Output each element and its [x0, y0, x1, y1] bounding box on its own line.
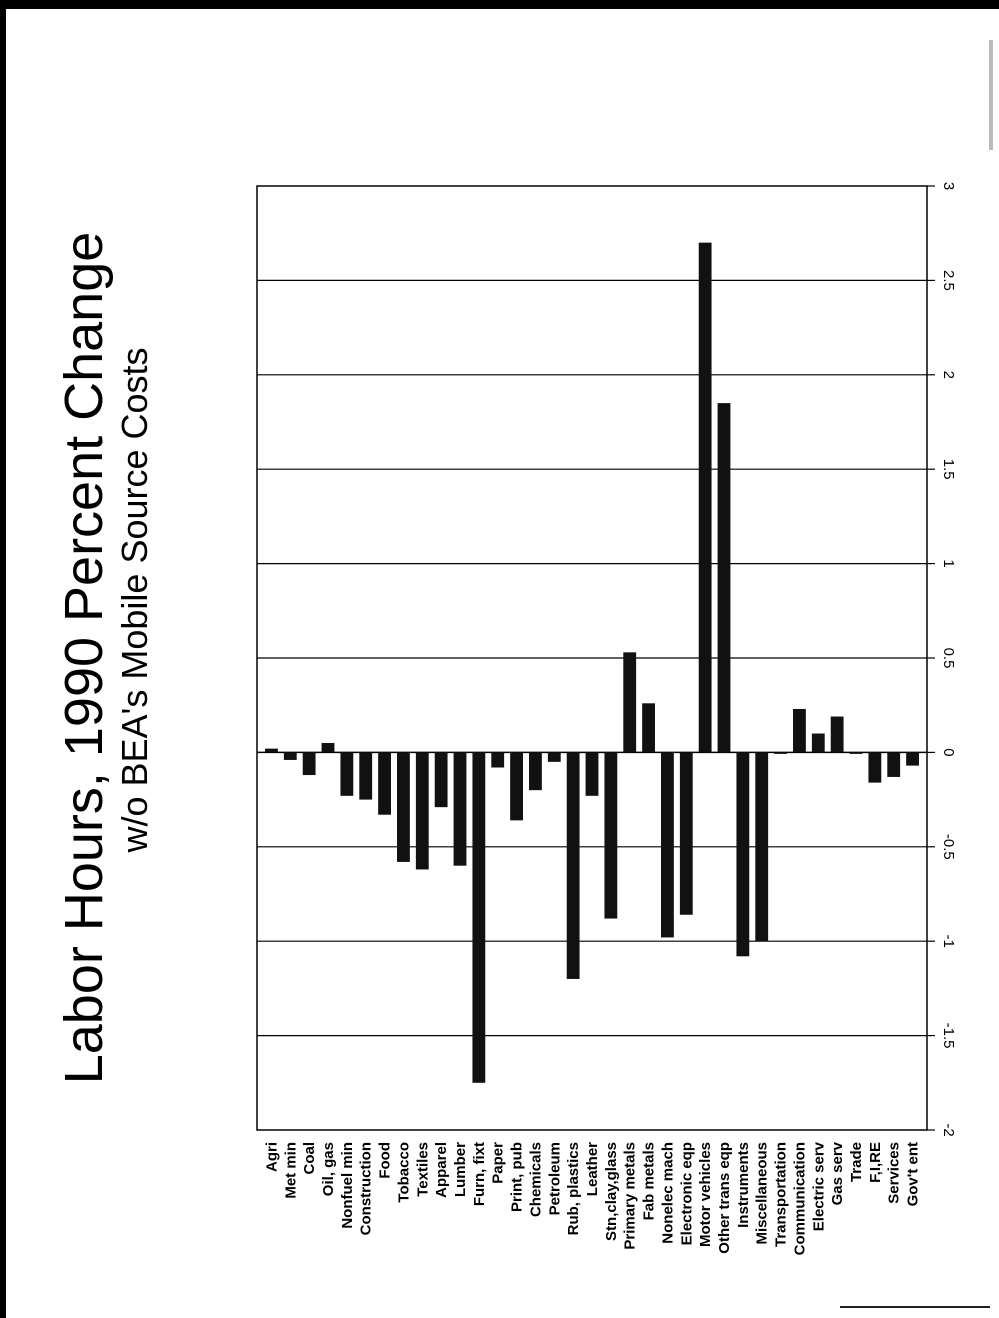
category-labels: Agri Met min Coal Oil, gas Nonfuel min Constr…	[263, 1141, 921, 1255]
category-label: Trade	[848, 1142, 865, 1182]
bar	[642, 703, 655, 753]
bar	[415, 752, 429, 870]
bottom-edge-rule	[840, 1306, 990, 1308]
category-label: Miscellaneous	[754, 1142, 771, 1245]
bar	[868, 752, 882, 783]
bar	[736, 752, 750, 957]
left-border-rule	[0, 0, 6, 1318]
bar	[283, 752, 297, 760]
category-label: Print, pub	[509, 1142, 526, 1212]
category-label: Motor vehicles	[697, 1142, 714, 1247]
bar	[529, 752, 542, 791]
bar	[661, 752, 674, 938]
bar	[491, 752, 505, 768]
category-label: Apparel	[433, 1142, 450, 1198]
right-edge-mark	[989, 40, 993, 150]
bar	[378, 752, 391, 815]
bar	[793, 708, 806, 753]
category-label: Oil, gas	[320, 1142, 337, 1196]
bar	[849, 752, 863, 754]
bar	[906, 752, 919, 766]
tick-label: 3	[940, 182, 957, 190]
bar	[585, 752, 599, 796]
top-border-rule	[0, 0, 999, 9]
category-label: Primary metals	[622, 1142, 639, 1250]
bar	[359, 752, 373, 800]
category-label: Food	[377, 1142, 394, 1179]
tick-label: -1	[940, 935, 957, 948]
category-label: Gov't ent	[905, 1142, 922, 1206]
tick-label: -0.5	[940, 834, 957, 860]
category-label: Electronic eqp	[678, 1142, 695, 1245]
bar	[453, 752, 467, 866]
bar	[887, 752, 901, 777]
bar	[547, 752, 561, 762]
bar	[434, 752, 448, 808]
bar	[340, 752, 354, 796]
bars	[265, 242, 919, 1083]
bar	[321, 742, 335, 753]
category-label: Nonelec mach	[659, 1142, 676, 1244]
bar	[302, 752, 316, 776]
bar	[566, 752, 580, 979]
category-label: Nonfuel min	[339, 1142, 356, 1229]
bar	[397, 752, 410, 862]
tick-label: 0.5	[940, 648, 957, 669]
bar	[679, 752, 693, 915]
tick-label: -2	[940, 1123, 957, 1136]
value-ticks: 3 2.5 2 1.5 1 0.5 0 -0.5 -1 -1.5 -2	[927, 182, 957, 1137]
category-label: Rub, plastics	[565, 1142, 582, 1235]
category-label: Fab metals	[641, 1142, 658, 1220]
tick-label: 2	[940, 371, 957, 379]
tick-label: -1.5	[940, 1023, 957, 1049]
bar	[698, 242, 712, 753]
category-label: Paper	[490, 1142, 507, 1184]
bar	[472, 752, 486, 1083]
tick-label: 2.5	[940, 270, 957, 291]
category-label: Stn,clay,glass	[603, 1142, 620, 1241]
category-label: Coal	[301, 1142, 318, 1175]
bar	[623, 652, 637, 753]
bar	[830, 716, 844, 753]
chart-subtitle: w/o BEA's Mobile Source Costs	[114, 347, 155, 853]
chart-title: Labor Hours, 1990 Percent Change	[54, 232, 114, 1085]
gridlines	[257, 279, 927, 1037]
category-label: Other trans eqp	[716, 1142, 733, 1254]
bar	[755, 752, 769, 942]
bar	[774, 752, 787, 754]
category-label: Instruments	[735, 1142, 752, 1228]
category-label: Construction	[358, 1142, 375, 1235]
tick-label: 1	[940, 559, 957, 567]
category-label: Agri	[263, 1142, 280, 1172]
tick-label: 0	[940, 748, 957, 756]
category-label: Transportation	[773, 1142, 790, 1247]
category-label: Furn, fixt	[471, 1142, 488, 1206]
category-label: Tobacco	[395, 1142, 412, 1203]
category-label: Services	[886, 1142, 903, 1204]
category-label: F,I,RE	[867, 1142, 884, 1183]
bar	[265, 748, 278, 753]
category-label: Textiles	[414, 1142, 431, 1197]
tick-label: 1.5	[940, 459, 957, 480]
category-label: Gas serv	[829, 1141, 846, 1205]
category-label: Communication	[791, 1142, 808, 1255]
category-label: Chemicals	[527, 1142, 544, 1217]
category-label: Petroleum	[546, 1142, 563, 1215]
bar	[717, 403, 731, 753]
bar	[510, 752, 523, 821]
category-label: Met min	[282, 1142, 299, 1199]
category-label: Lumber	[452, 1142, 469, 1197]
category-label: Electric serv	[810, 1141, 827, 1231]
category-label: Leather	[584, 1142, 601, 1196]
bar	[604, 752, 618, 919]
bar	[811, 733, 825, 753]
